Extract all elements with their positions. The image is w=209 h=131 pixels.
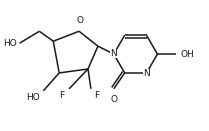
- Text: OH: OH: [180, 50, 194, 59]
- Text: F: F: [94, 91, 99, 100]
- Text: N: N: [110, 49, 117, 58]
- Text: HO: HO: [27, 93, 40, 102]
- Text: O: O: [76, 16, 84, 25]
- Text: N: N: [143, 69, 150, 78]
- Text: O: O: [110, 95, 117, 104]
- Text: F: F: [59, 91, 64, 100]
- Text: HO: HO: [3, 39, 17, 48]
